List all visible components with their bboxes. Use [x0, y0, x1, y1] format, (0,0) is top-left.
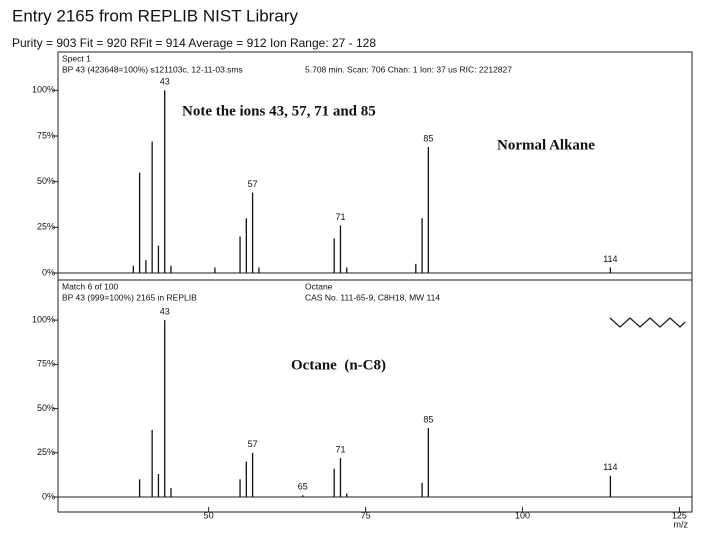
info-text: CAS No. 111-65-9, C8H18, MW 114 [305, 292, 440, 302]
y-tick-label: 50% [37, 403, 55, 413]
info-text: BP 43 (423648=100%) s121103c, 12-11-03.s… [62, 64, 243, 74]
x-tick-label: 100 [515, 510, 530, 520]
info-text: 5.708 min. Scan: 706 Chan: 1 Ion: 37 us … [305, 64, 512, 74]
y-tick-label: 100% [32, 315, 55, 325]
subtitle: Purity = 903 Fit = 920 RFit = 914 Averag… [12, 36, 376, 50]
peak-label: 43 [160, 307, 170, 317]
peak-label: 114 [603, 254, 617, 264]
peak-label: 85 [423, 133, 433, 143]
y-tick-label: 25% [37, 447, 55, 457]
y-tick-label: 75% [37, 130, 55, 140]
y-tick-label: 0% [42, 267, 55, 277]
x-tick-label: 75 [361, 510, 371, 520]
peak-label: 57 [248, 439, 258, 449]
y-tick-label: 100% [32, 85, 55, 95]
peak-label: 43 [160, 77, 170, 87]
frame [57, 51, 693, 513]
info-text: BP 43 (999=100%) 2165 in REPLIB [62, 292, 197, 302]
peak-label: 57 [248, 179, 258, 189]
annotation: Normal Alkane [497, 137, 595, 153]
peak-label: 114 [603, 462, 617, 472]
structure-drawing [609, 317, 686, 328]
x-tick-label: 125 [672, 510, 687, 520]
x-axis-label: m/z [674, 519, 689, 529]
info-text: Spect 1 [62, 53, 91, 63]
annotation: Note the ions 43, 57, 71 and 85 [182, 103, 376, 119]
y-tick-label: 50% [37, 176, 55, 186]
peak-label: 65 [298, 482, 308, 492]
peak-label: 85 [423, 414, 433, 424]
peak-label: 71 [335, 212, 345, 222]
title: Entry 2165 from REPLIB NIST Library [12, 6, 298, 25]
y-tick-label: 75% [37, 359, 55, 369]
x-tick-label: 50 [204, 510, 214, 520]
info-text: Octane [305, 281, 333, 291]
annotation: Octane (n-C8) [291, 357, 386, 373]
y-tick-label: 0% [42, 491, 55, 501]
y-tick-label: 25% [37, 222, 55, 232]
info-text: Match 6 of 100 [62, 281, 119, 291]
peak-label: 71 [335, 444, 345, 454]
